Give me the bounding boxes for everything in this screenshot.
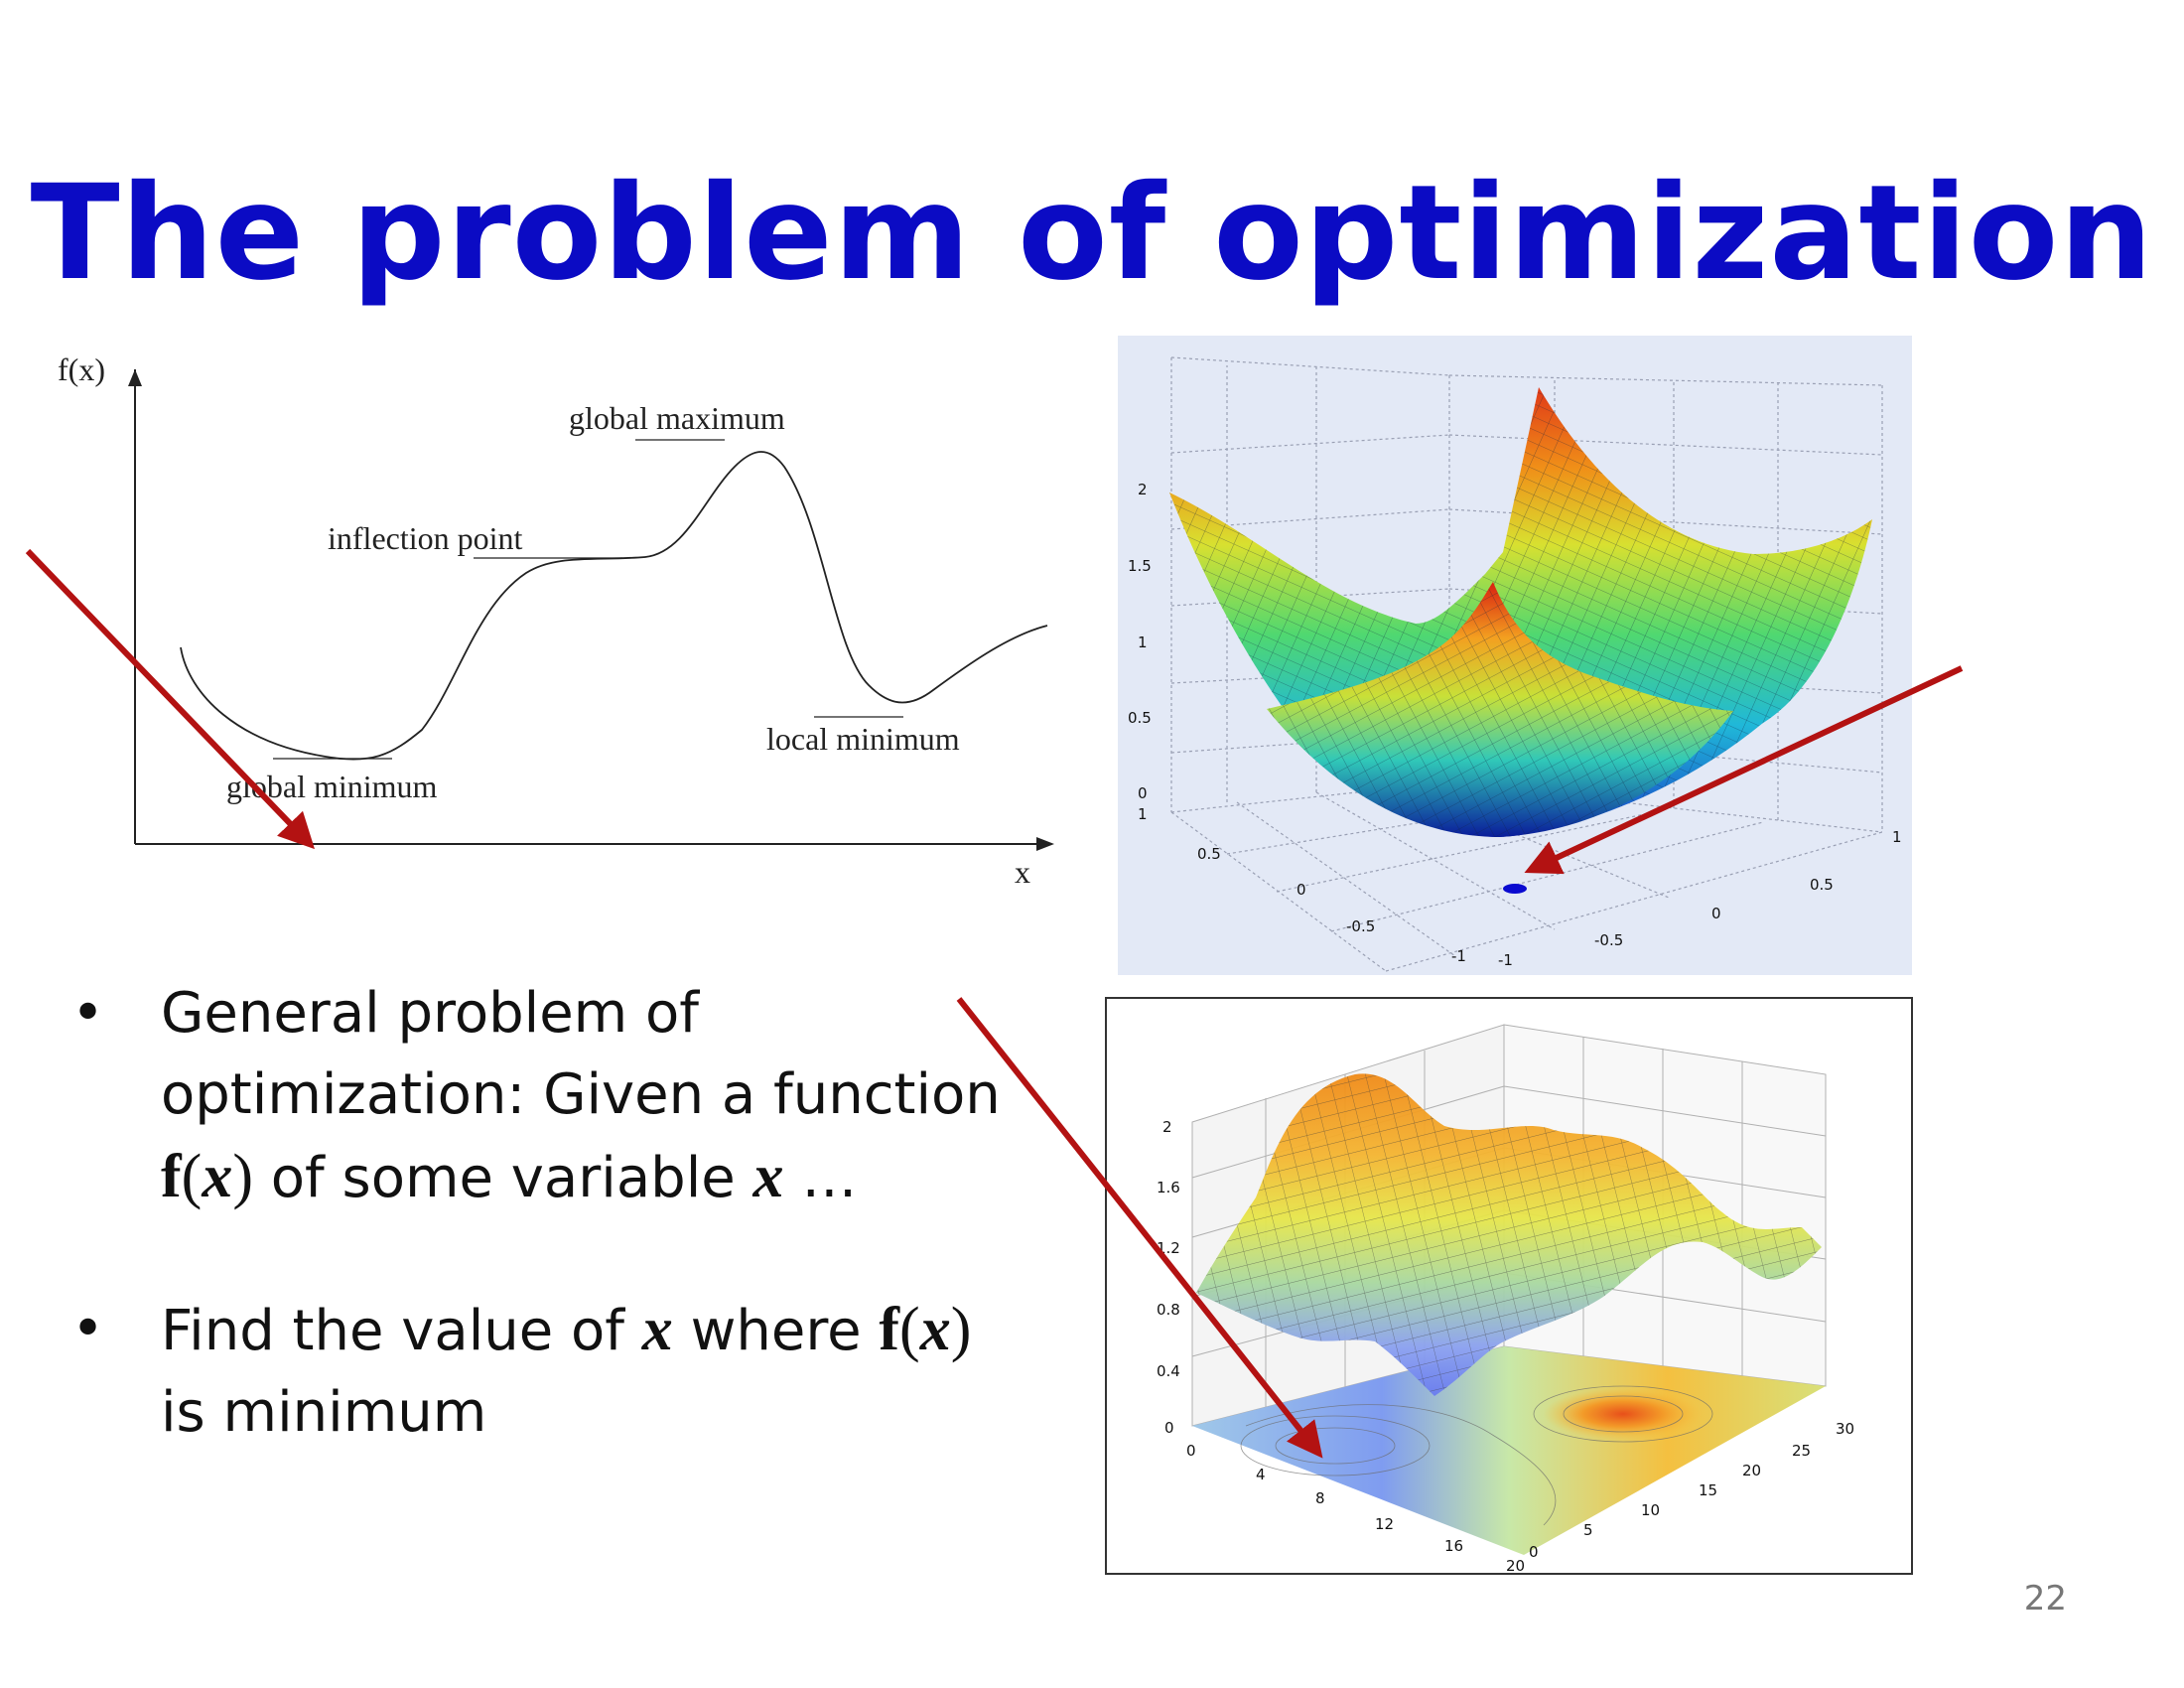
svg-text:0.5: 0.5 xyxy=(1197,845,1221,863)
svg-text:-0.5: -0.5 xyxy=(1594,931,1623,949)
svg-text:1.2: 1.2 xyxy=(1157,1239,1180,1257)
svg-text:5: 5 xyxy=(1583,1521,1593,1539)
surface-plot-bowl: 2 1.5 1 0.5 0 1 0.5 0 -0.5 -1 -1 -0.5 0 … xyxy=(1118,336,1912,975)
svg-text:16: 16 xyxy=(1444,1537,1463,1555)
svg-text:1: 1 xyxy=(1138,633,1148,651)
svg-text:1.5: 1.5 xyxy=(1128,557,1152,575)
bullet-marker: • xyxy=(71,1297,105,1361)
x-axis-arrowhead xyxy=(1036,837,1054,851)
math-f: f xyxy=(161,1143,182,1210)
svg-text:15: 15 xyxy=(1699,1481,1717,1499)
y-axis-arrowhead xyxy=(128,369,142,386)
svg-text:-1: -1 xyxy=(1498,951,1513,969)
minimum-marker-dot xyxy=(1503,884,1527,894)
svg-text:0: 0 xyxy=(1186,1442,1196,1460)
y-axis-label: f(x) xyxy=(58,352,105,387)
bowl-plot-canvas: 2 1.5 1 0.5 0 1 0.5 0 -0.5 -1 -1 -0.5 0 … xyxy=(1128,356,1902,972)
math-x: x xyxy=(641,1296,673,1363)
surface-plot-landscape: 2 1.6 1.2 0.8 0.4 0 0 4 8 12 16 20 0 5 1… xyxy=(1105,997,1913,1575)
svg-text:1: 1 xyxy=(1892,828,1902,846)
svg-text:2: 2 xyxy=(1162,1118,1172,1136)
svg-text:0.5: 0.5 xyxy=(1810,876,1834,894)
svg-text:25: 25 xyxy=(1792,1442,1811,1460)
svg-text:-0.5: -0.5 xyxy=(1346,917,1375,935)
svg-text:0.4: 0.4 xyxy=(1157,1362,1180,1380)
svg-text:0: 0 xyxy=(1164,1419,1174,1437)
svg-text:1: 1 xyxy=(1138,805,1148,823)
svg-text:8: 8 xyxy=(1315,1489,1325,1507)
math-x: x xyxy=(919,1296,951,1363)
bowl-y-ticks: -1 -0.5 0 0.5 1 xyxy=(1498,828,1902,969)
bowl-z-ticks: 2 1.5 1 0.5 0 xyxy=(1128,481,1152,802)
svg-text:10: 10 xyxy=(1641,1501,1660,1519)
svg-text:-1: -1 xyxy=(1451,947,1466,965)
math-x: x xyxy=(202,1143,233,1210)
tangent-lines xyxy=(273,439,903,760)
bowl-x-ticks: 1 0.5 0 -0.5 -1 xyxy=(1138,805,1466,965)
bullet-item-1: • General problem of optimization: Given… xyxy=(71,973,1064,1219)
math-f: f xyxy=(879,1296,900,1363)
slide-title: The problem of optimization xyxy=(30,157,2154,310)
landscape-y-ticks: 0 5 10 15 20 25 30 xyxy=(1529,1420,1854,1561)
landscape-z-ticks: 2 1.6 1.2 0.8 0.4 0 xyxy=(1157,1118,1180,1437)
svg-text:0.8: 0.8 xyxy=(1157,1301,1180,1319)
label-inflection-point: inflection point xyxy=(328,520,523,556)
label-global-maximum: global maximum xyxy=(569,400,785,436)
bullet-2-line-2: is minimum xyxy=(161,1380,487,1445)
bullet-marker: • xyxy=(71,981,105,1046)
function-curve-diagram: f(x) x global maximum inflection point l… xyxy=(58,352,1054,890)
x-axis-label: x xyxy=(1015,854,1030,890)
svg-text:1.6: 1.6 xyxy=(1157,1179,1180,1196)
svg-text:20: 20 xyxy=(1506,1557,1525,1573)
label-global-minimum: global minimum xyxy=(226,769,438,804)
math-x: x xyxy=(752,1143,784,1210)
bullet-1-line-2: optimization: Given a function xyxy=(161,1062,1001,1127)
landscape-plot-canvas: 2 1.6 1.2 0.8 0.4 0 0 4 8 12 16 20 0 5 1… xyxy=(1157,1024,1854,1573)
page-number: 22 xyxy=(2023,1579,2067,1618)
svg-text:0.5: 0.5 xyxy=(1128,709,1152,727)
bullet-list: • General problem of optimization: Given… xyxy=(71,973,1064,1523)
bullet-1-line-1: General problem of xyxy=(161,981,699,1046)
svg-text:0: 0 xyxy=(1711,905,1721,922)
svg-text:30: 30 xyxy=(1836,1420,1854,1438)
svg-text:0: 0 xyxy=(1138,784,1148,802)
bullet-item-2: • Find the value of x where f(x) is mini… xyxy=(71,1289,1064,1454)
svg-text:4: 4 xyxy=(1256,1466,1266,1483)
svg-text:0: 0 xyxy=(1529,1543,1539,1561)
function-curve xyxy=(180,451,1048,761)
svg-text:0: 0 xyxy=(1297,881,1306,899)
svg-text:20: 20 xyxy=(1742,1462,1761,1479)
svg-text:12: 12 xyxy=(1375,1515,1394,1533)
label-local-minimum: local minimum xyxy=(766,721,960,757)
svg-text:2: 2 xyxy=(1138,481,1148,498)
